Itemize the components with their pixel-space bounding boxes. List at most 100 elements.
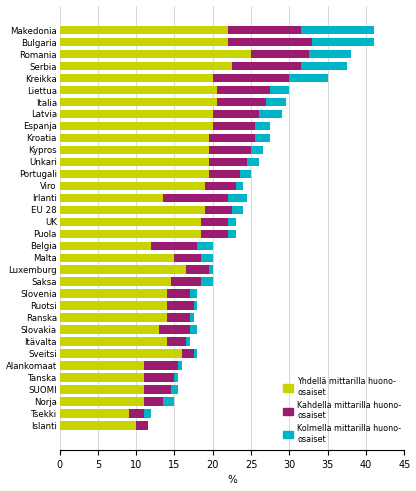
Bar [59, 193, 163, 202]
Bar [129, 409, 144, 418]
Bar [228, 229, 236, 238]
Bar [167, 290, 190, 298]
Bar [213, 74, 290, 82]
Bar [205, 206, 232, 214]
Bar [228, 26, 301, 34]
Bar [186, 337, 190, 346]
Bar [232, 206, 243, 214]
Bar [259, 109, 282, 118]
Bar [59, 26, 228, 34]
Bar [236, 182, 243, 190]
Bar [59, 361, 144, 370]
Bar [59, 385, 144, 394]
Bar [59, 86, 217, 94]
Bar [228, 218, 236, 226]
Bar [201, 253, 213, 262]
Bar [59, 313, 167, 322]
Bar [144, 373, 174, 382]
Bar [217, 86, 270, 94]
Bar [144, 409, 151, 418]
Bar [171, 385, 178, 394]
Bar [59, 146, 209, 154]
Bar [198, 242, 213, 250]
Bar [59, 421, 136, 430]
Bar [190, 290, 198, 298]
Bar [59, 409, 129, 418]
Bar [59, 253, 174, 262]
Bar [217, 98, 266, 107]
Legend: Yhdellä mittarilla huono-
osaiset, Kahdella mittarilla huono-
osaiset, Kolmella : Yhdellä mittarilla huono- osaiset, Kahde… [281, 375, 404, 446]
Bar [59, 50, 251, 58]
Bar [290, 74, 328, 82]
Bar [59, 373, 144, 382]
Bar [59, 206, 205, 214]
Bar [144, 385, 171, 394]
Bar [59, 38, 228, 46]
Bar [190, 313, 193, 322]
Bar [301, 62, 347, 70]
Bar [201, 218, 228, 226]
Bar [59, 242, 151, 250]
Bar [59, 122, 213, 130]
Bar [59, 98, 217, 107]
Bar [59, 182, 205, 190]
Bar [228, 193, 247, 202]
Bar [59, 350, 182, 358]
Bar [240, 169, 251, 178]
Bar [193, 301, 198, 310]
Bar [255, 122, 270, 130]
Bar [163, 397, 174, 406]
Bar [59, 62, 232, 70]
Bar [201, 277, 213, 286]
Bar [59, 266, 186, 274]
Bar [167, 313, 190, 322]
Bar [59, 218, 201, 226]
Bar [59, 229, 201, 238]
Bar [251, 146, 262, 154]
Bar [209, 158, 247, 166]
Bar [59, 397, 144, 406]
Bar [167, 301, 193, 310]
Bar [213, 122, 255, 130]
Bar [59, 326, 159, 334]
Bar [182, 350, 193, 358]
Bar [167, 337, 186, 346]
Bar [209, 134, 255, 142]
Bar [309, 50, 351, 58]
Bar [301, 26, 374, 34]
Bar [228, 38, 312, 46]
Bar [59, 134, 209, 142]
Bar [255, 134, 270, 142]
Bar [151, 242, 198, 250]
Bar [186, 266, 209, 274]
Bar [232, 62, 301, 70]
Bar [270, 86, 290, 94]
Bar [178, 361, 182, 370]
Bar [136, 421, 148, 430]
Bar [59, 301, 167, 310]
Bar [59, 277, 171, 286]
Bar [174, 253, 201, 262]
Bar [59, 290, 167, 298]
Bar [159, 326, 190, 334]
Bar [171, 277, 201, 286]
Bar [163, 193, 228, 202]
Bar [247, 158, 259, 166]
Bar [266, 98, 285, 107]
Bar [174, 373, 178, 382]
Bar [144, 397, 163, 406]
Bar [59, 74, 213, 82]
Bar [209, 146, 251, 154]
Bar [190, 326, 198, 334]
Bar [205, 182, 236, 190]
Bar [144, 361, 178, 370]
Bar [213, 109, 259, 118]
Bar [59, 158, 209, 166]
Bar [209, 169, 240, 178]
Bar [59, 337, 167, 346]
Bar [201, 229, 228, 238]
Bar [59, 109, 213, 118]
Bar [59, 169, 209, 178]
Bar [312, 38, 374, 46]
Bar [209, 266, 213, 274]
